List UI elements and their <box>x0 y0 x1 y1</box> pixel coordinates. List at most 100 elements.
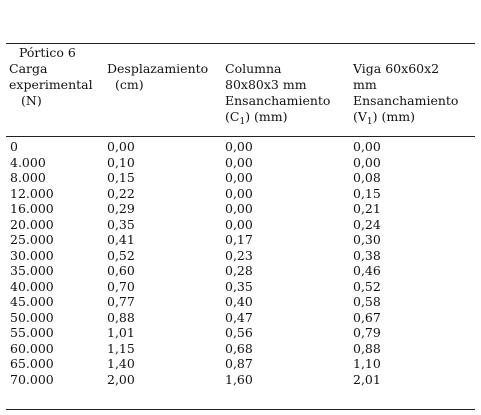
table-cell: 12.000 <box>10 185 54 201</box>
header-text: ) (mm) <box>245 109 288 124</box>
table-cell: 0,00 <box>225 154 253 170</box>
header-subscript: 1 <box>239 117 246 127</box>
table-cell: 1,10 <box>353 356 381 371</box>
table-cell: 0,60 <box>107 263 135 278</box>
header-unit: (N) <box>21 93 42 108</box>
header-text: ) (mm) <box>372 109 415 124</box>
table-row: 65.000 1,40 0,87 1,10 <box>0 356 481 372</box>
table-cell: 0,28 <box>225 263 253 278</box>
table-row: 30.000 0,52 0,23 0,38 <box>0 248 481 264</box>
table-row: 4.000 0,10 0,00 0,00 <box>0 155 481 171</box>
header-desplazamiento: Desplazamiento (cm) <box>107 61 208 93</box>
table-cell: 0,17 <box>225 232 253 247</box>
table-cell: 0,88 <box>353 340 381 356</box>
table-row: 55.000 1,01 0,56 0,79 <box>0 325 481 341</box>
table-cell: 0,47 <box>225 309 253 325</box>
table-row: 12.000 0,22 0,00 0,15 <box>0 186 481 202</box>
table-row: 0 0,00 0,00 0,00 <box>0 139 481 155</box>
table-row: 25.000 0,41 0,17 0,30 <box>0 232 481 248</box>
table-cell: 0,77 <box>107 294 135 309</box>
header-text: mm <box>353 77 377 92</box>
header-subscript: 1 <box>366 117 373 127</box>
table-cell: 0,35 <box>107 216 135 232</box>
header-unit: (C1) (mm) <box>225 109 330 127</box>
table-row: 20.000 0,35 0,00 0,24 <box>0 217 481 233</box>
table-cell: 55.000 <box>10 325 54 340</box>
table-cell: 0,00 <box>225 201 253 216</box>
header-text: (V <box>353 109 367 124</box>
table-cell: 60.000 <box>10 340 54 356</box>
header-text: Ensanchamiento <box>225 93 331 108</box>
header-text: Carga <box>9 61 48 76</box>
header-text: Columna <box>225 61 282 76</box>
table-row: 35.000 0,60 0,28 0,46 <box>0 263 481 279</box>
table-cell: 0,52 <box>107 247 135 263</box>
table-cell: 0,30 <box>353 232 381 247</box>
table-row: 40.000 0,70 0,35 0,52 <box>0 279 481 295</box>
table-row: 16.000 0,29 0,00 0,21 <box>0 201 481 217</box>
header-columna: Columna 80x80x3 mm Ensanchamiento (C1) (… <box>225 61 331 127</box>
table-cell: 0,00 <box>225 216 253 232</box>
table-cell: 0,24 <box>353 216 381 232</box>
header-text: Viga 60x60x2 <box>353 61 440 76</box>
table-cell: 0,00 <box>225 139 253 154</box>
header-unit: (V1) (mm) <box>353 109 458 127</box>
table-body: 0 0,00 0,00 0,00 4.000 0,10 0,00 0,00 8.000 0,15 0… <box>0 139 481 387</box>
header-text: 80x80x3 mm <box>225 77 307 92</box>
table-cell: 0,22 <box>107 185 135 201</box>
table-cell: 0,15 <box>107 170 135 185</box>
table-cell: 0,00 <box>225 170 253 185</box>
table-cell: 4.000 <box>10 154 46 170</box>
table-cell: 0,29 <box>107 201 135 216</box>
table-row: 70.000 2,00 1,60 2,01 <box>0 372 481 388</box>
header-text: (C <box>225 109 240 124</box>
table-cell: 1,60 <box>225 371 253 387</box>
header-text: experimental <box>9 77 93 92</box>
table-cell: 0,00 <box>353 139 381 154</box>
table-cell: 70.000 <box>10 371 54 387</box>
table-cell: 8.000 <box>10 170 46 185</box>
header-text: Ensanchamiento <box>353 93 459 108</box>
table-cell: 0,00 <box>107 139 135 154</box>
table-cell: 0,15 <box>353 185 381 201</box>
table-row: 45.000 0,77 0,40 0,58 <box>0 294 481 310</box>
table-cell: 0,52 <box>353 278 381 294</box>
table-cell: 0,10 <box>107 154 135 170</box>
table-cell: 0,00 <box>225 185 253 201</box>
table-cell: 30.000 <box>10 247 54 263</box>
table-cell: 25.000 <box>10 232 54 247</box>
table-top-rule <box>6 43 475 44</box>
table-cell: 16.000 <box>10 201 54 216</box>
table-row: 60.000 1,15 0,68 0,88 <box>0 341 481 357</box>
table-header-rule <box>6 136 475 137</box>
table-cell: 2,00 <box>107 371 135 387</box>
table-cell: 0,08 <box>353 170 381 185</box>
table-row: 50.000 0,88 0,47 0,67 <box>0 310 481 326</box>
table-row: 8.000 0,15 0,00 0,08 <box>0 170 481 186</box>
table-cell: 20.000 <box>10 216 54 232</box>
table-caption: Pórtico 6 <box>19 45 76 60</box>
table-cell: 1,40 <box>107 356 135 371</box>
table-cell: 0,46 <box>353 263 381 278</box>
table-cell: 0,68 <box>225 340 253 356</box>
table-cell: 65.000 <box>10 356 54 371</box>
table-cell: 0,56 <box>225 325 253 340</box>
table-cell: 0,87 <box>225 356 253 371</box>
table-cell: 0,00 <box>353 154 381 170</box>
table-cell: 0,41 <box>107 232 135 247</box>
header-viga: Viga 60x60x2 mm Ensanchamiento (V1) (mm) <box>353 61 459 127</box>
table-cell: 0 <box>10 139 18 154</box>
table-cell: 0,79 <box>353 325 381 340</box>
table-cell: 45.000 <box>10 294 54 309</box>
table-cell: 0,23 <box>225 247 253 263</box>
table-cell: 1,15 <box>107 340 135 356</box>
table-cell: 0,58 <box>353 294 381 309</box>
table-cell: 40.000 <box>10 278 54 294</box>
table-cell: 35.000 <box>10 263 54 278</box>
table-cell: 50.000 <box>10 309 54 325</box>
header-unit: (cm) <box>115 77 144 92</box>
header-carga: Carga experimental (N) <box>9 61 93 109</box>
table-bottom-rule <box>6 409 475 410</box>
table-cell: 0,38 <box>353 247 381 263</box>
